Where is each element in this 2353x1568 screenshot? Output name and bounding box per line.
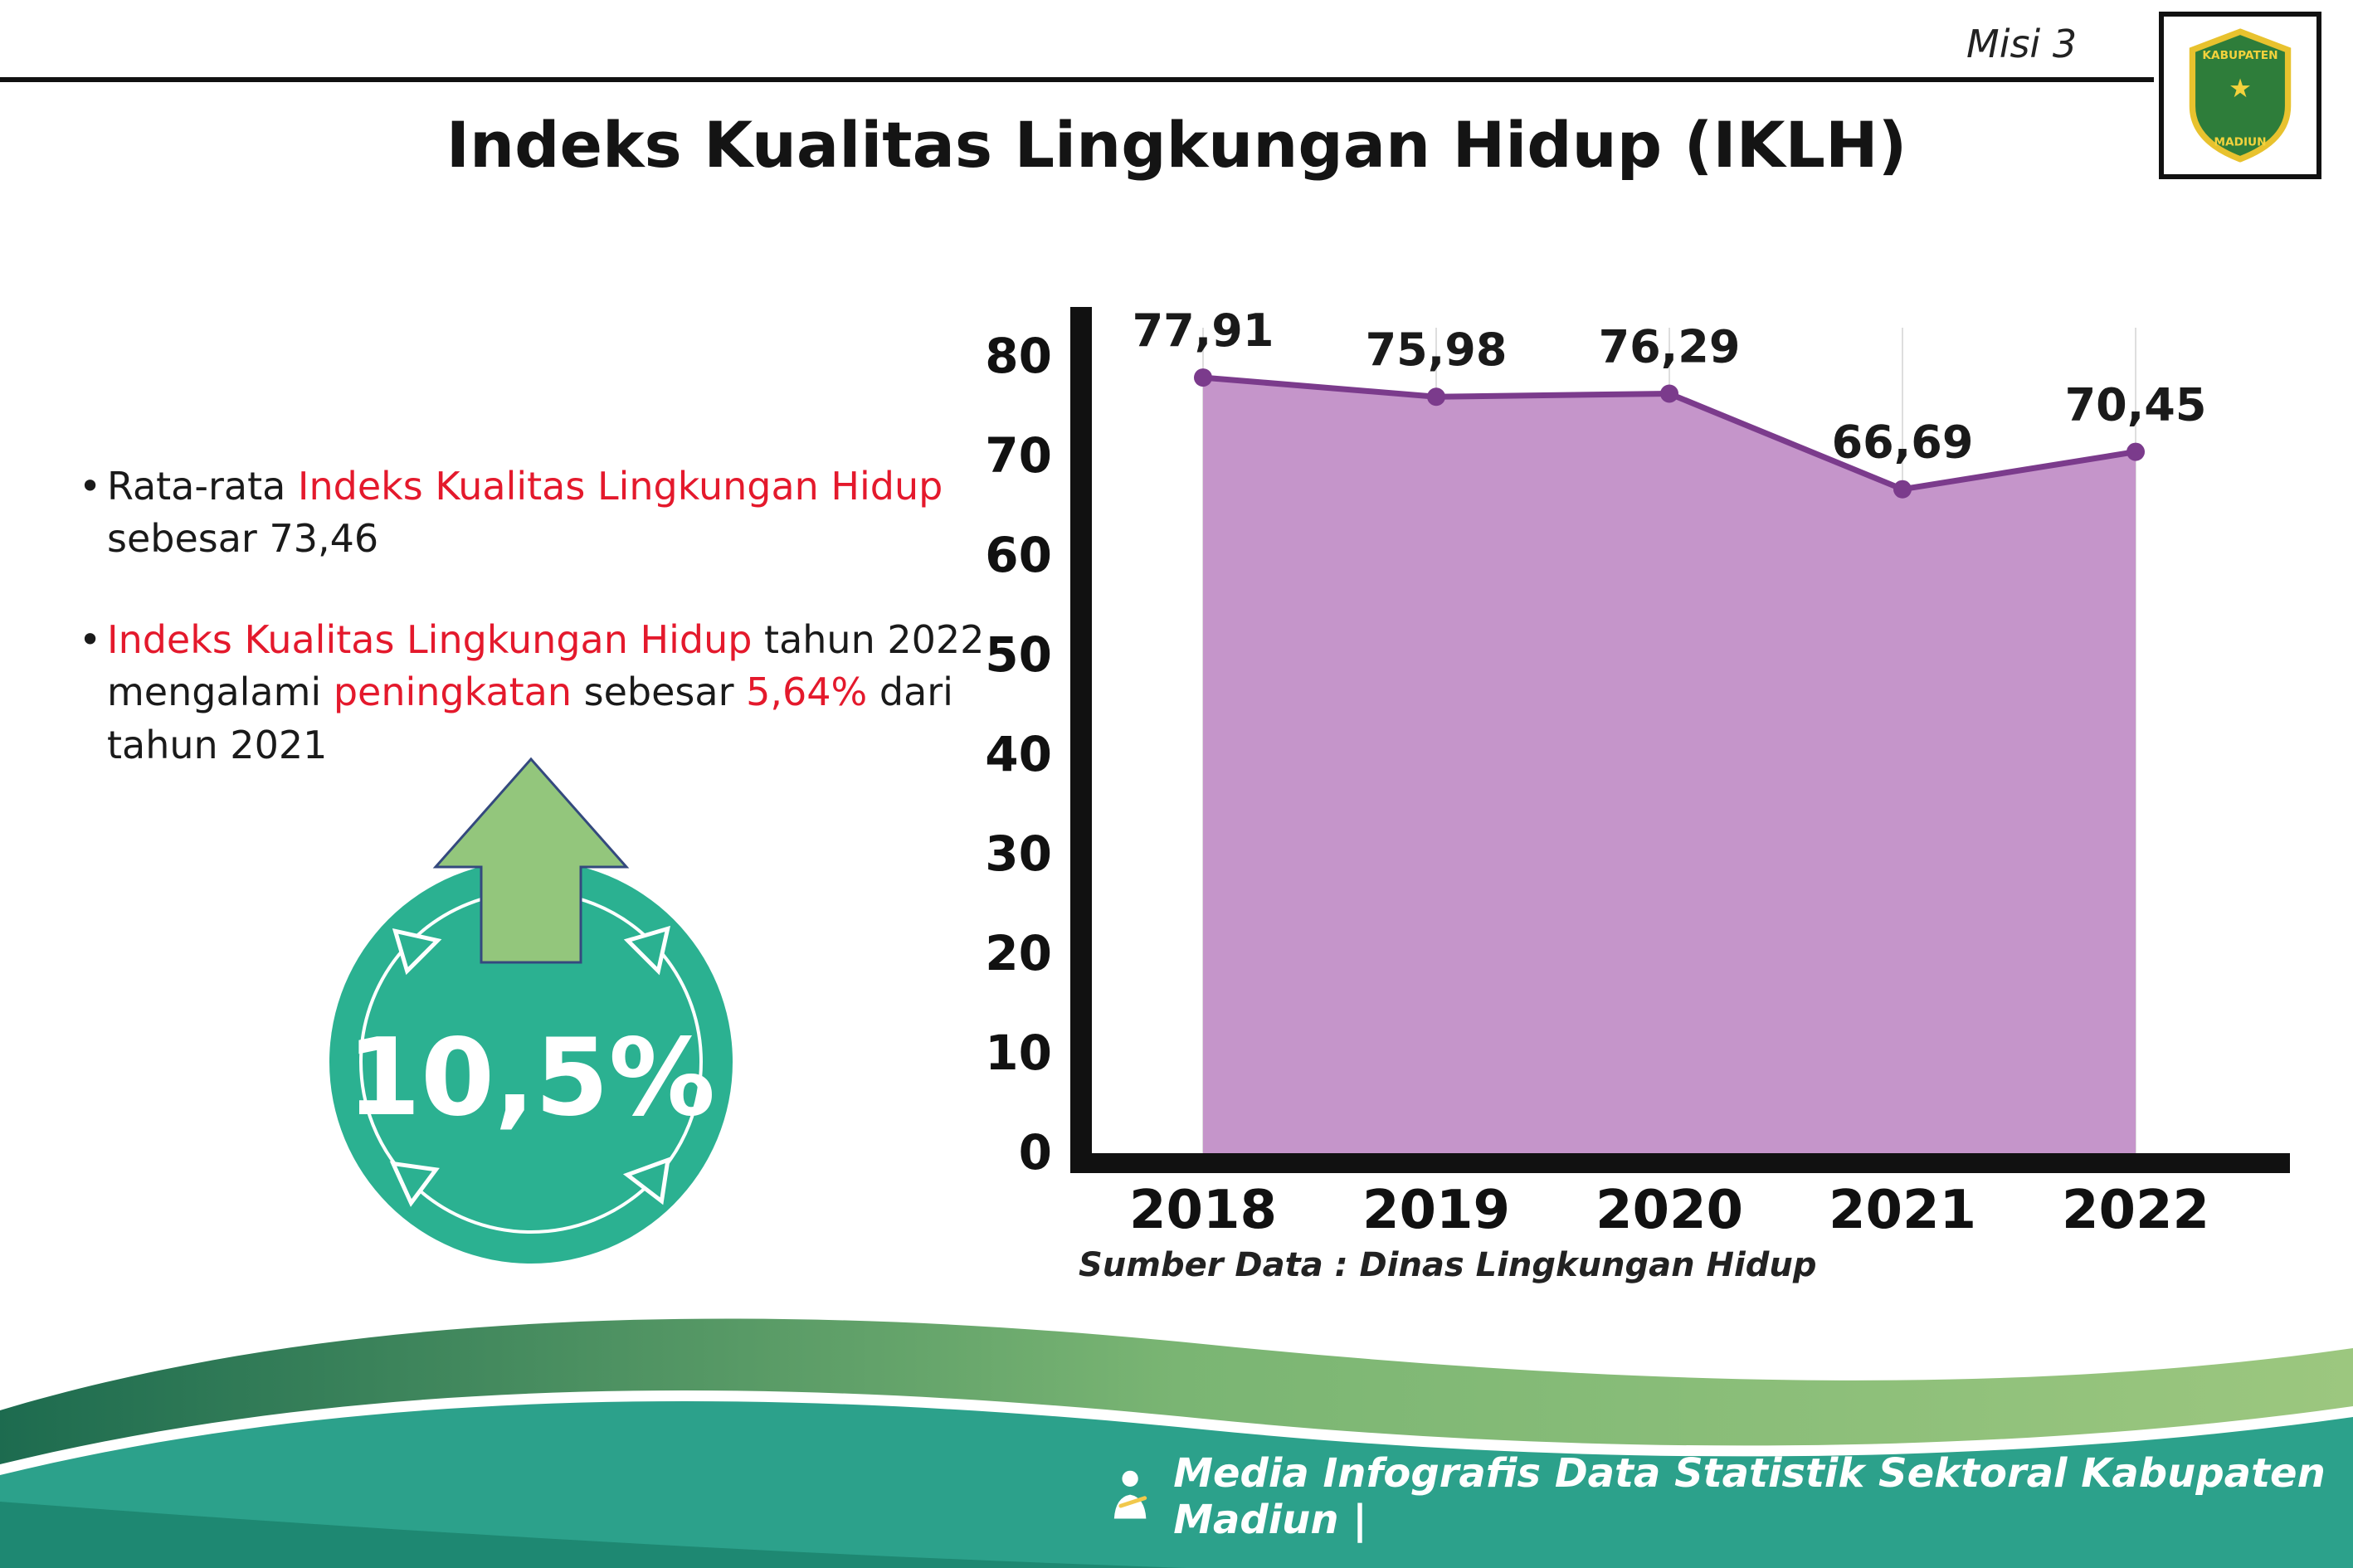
footer-wave-decoration xyxy=(0,1318,2353,1568)
ring-triangle-icon xyxy=(389,1161,440,1207)
data-source-note: Sumber Data : Dinas Lingkungan Hidup xyxy=(1079,1246,1817,1284)
data-point xyxy=(1893,480,1912,499)
area-series xyxy=(1203,377,2136,1153)
bullet2-highlight3: 5,64% xyxy=(746,670,868,715)
x-axis xyxy=(1070,1153,2290,1173)
x-tick-label: 2019 xyxy=(1362,1180,1510,1241)
page-title: Indeks Kualitas Lingkungan Hidup (IKLH) xyxy=(446,108,1907,182)
kabupaten-madiun-logo: KABUPATEN ★ MADIUN xyxy=(2159,12,2321,179)
bullet-dot: • xyxy=(79,616,102,662)
ring-triangle-icon xyxy=(622,1157,671,1205)
iklh-area-chart: 77,91 75,98 76,29 66,69 70,45 0 10 20 30 40 50 60 70… xyxy=(954,282,2331,1336)
x-tick-label: 2020 xyxy=(1595,1180,1743,1241)
ring-triangle-icon xyxy=(392,928,442,976)
bullet1-highlight: Indeks Kualitas Lingkungan Hidup xyxy=(297,464,943,509)
increase-badge-graphic xyxy=(329,757,733,1264)
bullet2-mid1: tahun 2022 mengalami xyxy=(107,616,985,715)
data-label: 77,91 xyxy=(1133,304,1274,357)
data-point xyxy=(1660,384,1678,403)
bullet2-highlight2: peningkatan xyxy=(333,670,572,715)
y-tick-label: 0 xyxy=(1019,1124,1052,1181)
key-points: • Rata-rata Indeks Kualitas Lingkungan H… xyxy=(79,460,991,820)
logo-top-text: KABUPATEN xyxy=(2202,49,2277,62)
bullet-item-increase: • Indeks Kualitas Lingkungan Hidup tahun… xyxy=(79,614,991,772)
bullet1-pre: Rata-rata xyxy=(107,464,298,509)
data-label: 75,98 xyxy=(1366,324,1508,376)
data-label: 76,29 xyxy=(1599,321,1741,373)
x-tick-label: 2018 xyxy=(1129,1180,1277,1241)
bullet-dot: • xyxy=(79,464,102,509)
y-tick-label: 10 xyxy=(985,1025,1052,1081)
writer-person-icon xyxy=(1113,1470,1147,1519)
bullet-item-average: • Rata-rata Indeks Kualitas Lingkungan H… xyxy=(79,460,991,566)
x-tick-label: 2021 xyxy=(1829,1180,1976,1241)
bullet2-mid2: sebesar xyxy=(572,670,747,715)
data-point xyxy=(2126,442,2145,461)
logo-bottom-text: MADIUN xyxy=(2214,135,2266,149)
data-point xyxy=(1427,387,1445,407)
data-label: 66,69 xyxy=(1832,416,1974,469)
up-arrow-icon xyxy=(432,757,630,964)
y-tick-label: 30 xyxy=(985,825,1052,882)
y-axis xyxy=(1070,307,1092,1173)
increase-percent: 10,5% xyxy=(346,1016,716,1140)
data-label: 70,45 xyxy=(2065,379,2207,431)
y-tick-label: 20 xyxy=(985,925,1052,981)
chart-canvas: 77,91 75,98 76,29 66,69 70,45 0 10 20 30 40 50 60 70… xyxy=(985,304,2290,1241)
badge-circle xyxy=(329,860,733,1264)
bullet2-highlight1: Indeks Kualitas Lingkungan Hidup xyxy=(107,616,753,662)
logo-star-icon: ★ xyxy=(2229,74,2252,104)
bullet2-post: dari tahun 2021 xyxy=(107,670,953,767)
y-tick-label: 70 xyxy=(985,427,1052,484)
ring-triangle-icon xyxy=(623,925,671,976)
y-tick-label: 50 xyxy=(985,626,1052,683)
y-tick-label: 80 xyxy=(985,328,1052,384)
crest-icon: KABUPATEN ★ MADIUN xyxy=(2189,28,2292,163)
x-tick-label: 2022 xyxy=(2062,1180,2209,1241)
header-rule xyxy=(0,77,2154,82)
misi-label: Misi 3 xyxy=(1966,22,2078,66)
footer: Media Infografis Data Statistik Sektoral… xyxy=(1103,1450,2353,1543)
y-tick-label: 60 xyxy=(985,527,1052,583)
bullet1-post: sebesar 73,46 xyxy=(107,516,379,562)
footer-caption: Media Infografis Data Statistik Sektoral… xyxy=(1173,1450,2326,1543)
y-tick-label: 40 xyxy=(985,726,1052,782)
data-point xyxy=(1194,368,1212,387)
increase-badge: 10,5% xyxy=(311,743,751,1273)
